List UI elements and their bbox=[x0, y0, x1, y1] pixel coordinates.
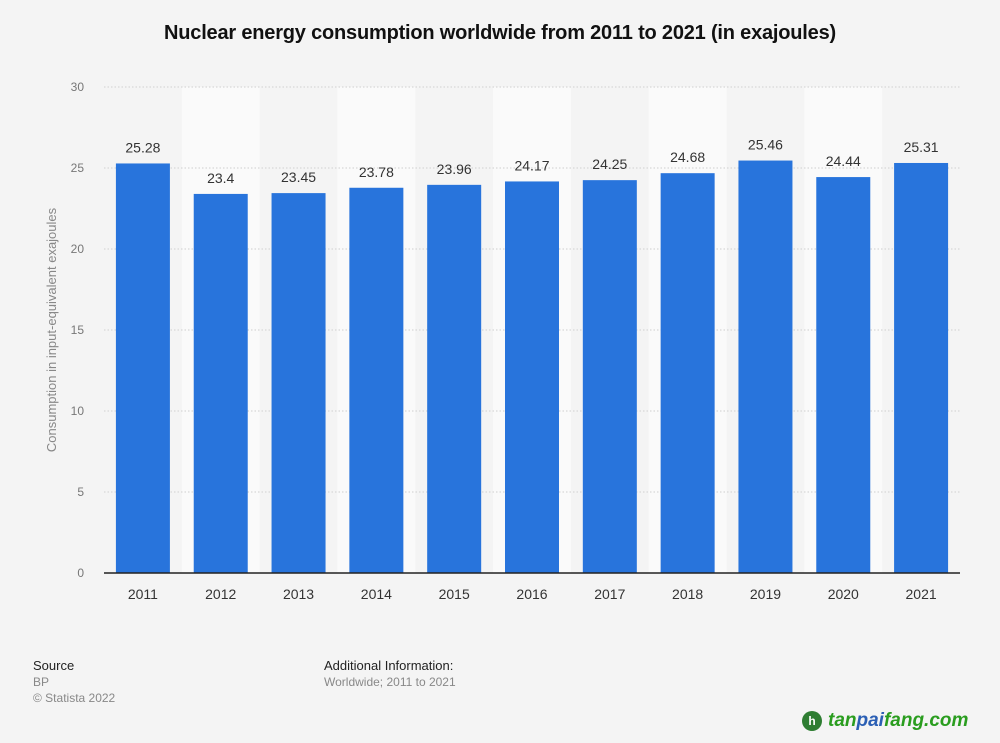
bar-2021[interactable] bbox=[894, 162, 949, 573]
value-label: 23.45 bbox=[281, 169, 316, 185]
x-tick-label: 2015 bbox=[439, 586, 470, 602]
additional-info-heading: Additional Information: bbox=[324, 658, 454, 673]
bar-2015[interactable] bbox=[427, 184, 482, 573]
value-label: 25.31 bbox=[904, 139, 939, 155]
watermark-text-left: tan bbox=[828, 710, 857, 731]
chart-title: Nuclear energy consumption worldwide fro… bbox=[164, 22, 836, 44]
bar-2019[interactable] bbox=[738, 160, 793, 573]
x-tick-label: 2013 bbox=[283, 586, 314, 602]
source-heading: Source bbox=[33, 658, 75, 673]
x-tick-label: 2011 bbox=[128, 586, 158, 602]
x-tick-label: 2021 bbox=[906, 586, 937, 602]
value-label: 23.78 bbox=[359, 164, 394, 180]
value-label: 23.4 bbox=[207, 170, 234, 186]
x-tick-label: 2014 bbox=[361, 586, 392, 602]
y-tick-label: 5 bbox=[77, 485, 84, 499]
value-label: 25.46 bbox=[748, 137, 783, 153]
value-label: 24.44 bbox=[826, 153, 861, 169]
y-tick-label: 20 bbox=[71, 242, 85, 256]
value-label: 23.96 bbox=[437, 161, 472, 177]
y-tick-label: 30 bbox=[71, 80, 85, 94]
bar-2020[interactable] bbox=[816, 177, 871, 573]
copyright: © Statista 2022 bbox=[33, 691, 116, 705]
x-tick-label: 2019 bbox=[750, 586, 781, 602]
bar-2013[interactable] bbox=[271, 193, 326, 574]
y-tick-label: 0 bbox=[77, 566, 84, 580]
y-axis-label: Consumption in input-equivalent exajoule… bbox=[44, 207, 59, 452]
bars bbox=[115, 160, 949, 574]
y-tick-label: 25 bbox=[71, 161, 85, 175]
source-value: BP bbox=[33, 675, 50, 689]
additional-info-value: Worldwide; 2011 to 2021 bbox=[324, 675, 456, 689]
bar-2018[interactable] bbox=[660, 173, 715, 573]
watermark-text-right: fang.com bbox=[883, 710, 969, 731]
value-labels: 25.28 23.4 23.45 23.78 23.96 24.17 24.25 24.68 2… bbox=[125, 137, 938, 186]
y-tick-label: 10 bbox=[71, 404, 85, 418]
bar-2014[interactable] bbox=[349, 187, 404, 574]
bar-2012[interactable] bbox=[193, 193, 248, 574]
y-tick-label: 15 bbox=[71, 323, 85, 337]
value-label: 24.25 bbox=[592, 156, 627, 172]
x-tick-label: 2020 bbox=[828, 586, 859, 602]
x-tick-label: 2016 bbox=[516, 586, 547, 602]
logo-icon: h bbox=[802, 711, 822, 731]
x-axis-ticks: 2011 2012 2013 2014 2015 2016 2017 2018 2019 2020… bbox=[128, 586, 937, 602]
value-label: 24.68 bbox=[670, 149, 705, 165]
y-axis-ticks: 0 5 10 15 20 25 30 bbox=[71, 80, 85, 580]
watermark-text: tanpaifang.com bbox=[828, 710, 968, 732]
x-tick-label: 2017 bbox=[594, 586, 625, 602]
bar-chart: 0 5 10 15 20 25 30 25.28 23.4 23.45 23.78 23.96 24.… bbox=[44, 80, 960, 602]
bar-2011[interactable] bbox=[115, 163, 170, 574]
bar-2017[interactable] bbox=[582, 180, 637, 573]
bar-2016[interactable] bbox=[505, 181, 559, 574]
x-tick-label: 2018 bbox=[672, 586, 703, 602]
watermark-logo: h tanpaifang.com bbox=[802, 710, 968, 732]
value-label: 24.17 bbox=[514, 157, 549, 173]
value-label: 25.28 bbox=[125, 139, 160, 155]
x-tick-label: 2012 bbox=[205, 586, 236, 602]
watermark-text-mid: pai bbox=[856, 710, 884, 731]
